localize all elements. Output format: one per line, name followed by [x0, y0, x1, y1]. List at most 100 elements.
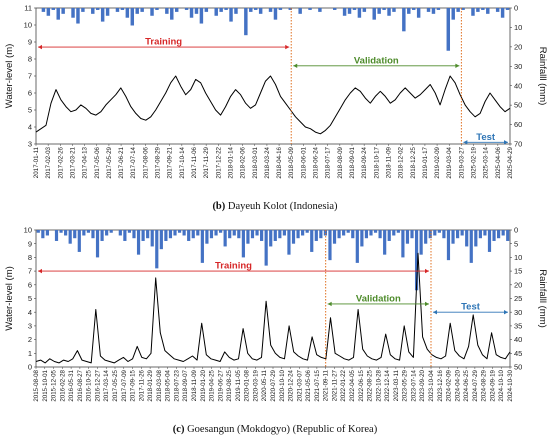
p1-rainfall-bar: [196, 230, 200, 236]
p1-rainfall-bar: [164, 230, 168, 241]
p0-x-tick-label: 2019-01-17: [422, 146, 429, 178]
p1-x-tick-label: 2020-03-19: [252, 369, 259, 401]
p0-rainfall-bar: [347, 8, 352, 14]
p0-rainfall-bar: [115, 8, 120, 12]
p1-rainfall-bar: [465, 230, 469, 247]
p0-rainfall-bar: [426, 8, 431, 12]
p1-x-tick-label: 2022-12-14: [384, 369, 391, 401]
p0-rainfall-bar: [298, 8, 302, 14]
p1-rainfall-bar: [54, 230, 59, 241]
p1-x-tick-label: 2015-08-08: [33, 369, 40, 401]
p1-rainfall-bar: [383, 230, 387, 255]
p0-rainfall-bar: [461, 8, 465, 10]
p0-y-tick-label: 6: [28, 89, 32, 98]
p1-y-tick-label: 5: [28, 294, 32, 303]
p1-rainfall-bar: [177, 230, 182, 233]
p1-rainfall-bar: [373, 230, 378, 233]
p1-x-tick-label: 2024-07-29: [472, 369, 479, 401]
p0-rainfall-bar: [318, 8, 322, 12]
p0-y-tick-label: 10: [24, 21, 32, 30]
p1-x-tick-label: 2016-12-27: [94, 369, 101, 401]
p1-x-tick-label: 2020-12-24: [288, 369, 295, 401]
p1-x-tick-label: 2022-10-28: [375, 369, 382, 401]
p1-rainfall-bar: [287, 230, 291, 255]
p0-rainfall-bar: [229, 8, 233, 22]
p0-x-tick-label: 2018-09-01: [349, 146, 356, 178]
p0-rainfall-bar: [174, 8, 179, 12]
p0-period-label-training: Training: [145, 37, 182, 48]
p1-x-tick-label: 2016-08-27: [77, 369, 84, 401]
p1-rainfall-bar: [310, 230, 314, 252]
p1-x-tick-label: 2023-10-04: [428, 369, 435, 401]
p0-rainfall-bar: [140, 8, 144, 12]
p1-rainfall-bar: [337, 230, 341, 239]
p1-rainfall-bar: [323, 230, 328, 236]
p1-rainfall-bar: [223, 230, 227, 247]
p1-rainfall-bar: [369, 230, 373, 236]
p1-rainfall-bar: [241, 230, 245, 258]
p0-rainfall-bar: [95, 8, 100, 10]
p1-x-tick-label: 2021-05-06: [305, 369, 312, 401]
p0-rainfall-bar: [155, 8, 159, 10]
p1-x-tick-label: 2020-07-29: [270, 369, 277, 401]
p1-x-tick-label: 2017-03-14: [103, 369, 110, 401]
p1-x-tick-label: 2019-04-25: [209, 369, 216, 401]
p1-x-tick-label: 2020-05-11: [261, 369, 268, 401]
p0-rainfall-bar: [377, 8, 381, 14]
p0-rainfall-bar: [120, 8, 125, 10]
p0-y-tick-label: 7: [28, 72, 32, 81]
p0-rainfall-bar: [184, 8, 189, 10]
p0-x-tick-label: 2025-02-19: [471, 146, 478, 178]
p1-rainfall-bar: [487, 230, 492, 252]
p1-x-tick-label: 2018-09-07: [182, 369, 189, 401]
p1-rainfall-bar: [455, 230, 460, 239]
p1-rainfall-bar: [45, 230, 49, 236]
p0-rainfall-bar: [165, 8, 169, 14]
p0-x-tick-label: 2018-11-09: [385, 146, 392, 178]
p0-y-tick-label: 11: [24, 4, 32, 13]
p1-rainfall-bar: [451, 230, 455, 244]
p1-x-tick-label: 2017-05-25: [112, 369, 119, 401]
p1-arrow-head-left: [433, 310, 437, 315]
p1-rainfall-bar: [332, 230, 337, 244]
p0-rainfall-bar: [130, 8, 135, 26]
p0-rainfall-bar: [288, 8, 293, 10]
p1-period-label-test: Test: [461, 302, 481, 313]
p1-x-tick-label: 2018-03-08: [156, 369, 163, 401]
p0-x-tick-label: 2017-11-06: [191, 146, 198, 178]
p1-rainfall-bar: [228, 230, 232, 239]
p1-x-tick-label: 2022-01-22: [340, 369, 347, 401]
p1-x-tick-label: 2018-05-04: [165, 369, 172, 401]
p1-y-tick-label: 10: [24, 226, 32, 235]
p1-rainfall-bar: [433, 230, 437, 236]
p0-rainfall-bar: [204, 8, 209, 12]
p1-rainfall-bar: [205, 230, 209, 244]
p1-rainfall-bar: [351, 230, 355, 239]
p1-plot-frame: [35, 229, 511, 368]
p0-x-tick-label: 2017-05-06: [94, 146, 101, 178]
caption-b-text: Dayeuh Kolot (Indonesia): [227, 201, 338, 212]
p0-y2-tick-label: 50: [514, 101, 522, 110]
p1-rainfall-bar: [414, 230, 419, 291]
p1-rainfall-bar: [291, 230, 296, 244]
p1-water-level-line: [35, 252, 511, 364]
p1-y2-axis-title: Rainfalll (mm): [537, 269, 548, 328]
p1-rainfall-bar: [218, 230, 223, 233]
p1-y2-tick-label: 35: [514, 322, 522, 331]
p1-rainfall-bar: [255, 230, 259, 236]
p1-rainfall-bar: [401, 230, 405, 258]
p0-x-tick-label: 2017-02-03: [45, 146, 52, 178]
p1-rainfall-bar: [77, 230, 81, 252]
p0-y-axis-title: Water-level (m): [4, 44, 15, 109]
p0-rainfall-bar: [476, 8, 480, 12]
p1-rainfall-bar: [442, 230, 446, 239]
p1-rainfall-bar: [469, 230, 473, 263]
p0-rainfall-bar: [105, 8, 110, 16]
p1-rainfall-bar: [182, 230, 186, 236]
p0-x-tick-label: 2019-03-27: [458, 146, 465, 178]
p1-y2-tick-label: 45: [514, 349, 522, 358]
p0-rainfall-bar: [411, 8, 416, 10]
p1-rainfall-bar: [191, 230, 195, 239]
caption-c-text: Goesangun (Mokdogyo) (Republic of Korea): [187, 424, 378, 435]
